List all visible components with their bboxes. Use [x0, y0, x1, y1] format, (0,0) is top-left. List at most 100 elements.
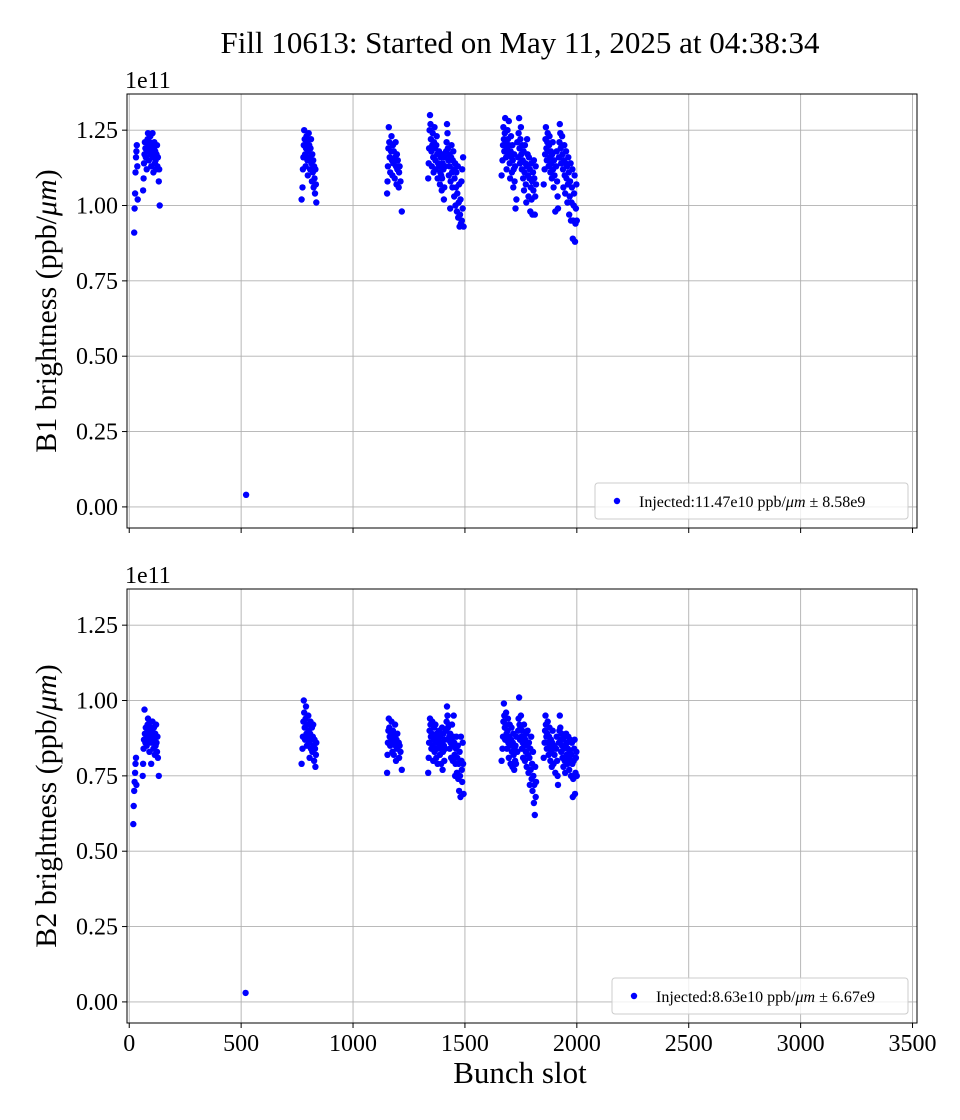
- data-point: [503, 166, 510, 173]
- panel-1: 0.00 0.25 0.50 0.75 1.00 1.25 1e11 B1 brightnes…: [30, 68, 918, 533]
- data-point: [443, 120, 451, 128]
- data-point: [431, 124, 438, 131]
- data-point: [458, 766, 465, 773]
- data-point: [134, 196, 141, 203]
- data-point: [569, 166, 576, 173]
- data-point: [131, 229, 138, 236]
- data-point: [141, 706, 148, 713]
- data-point: [312, 751, 320, 758]
- data-point: [571, 790, 579, 798]
- data-point: [425, 754, 432, 761]
- data-point: [553, 757, 561, 764]
- data-point: [453, 169, 460, 176]
- data-point: [384, 178, 391, 185]
- data-point: [442, 163, 449, 170]
- data-point: [571, 172, 578, 179]
- data-point: [525, 154, 533, 161]
- data-point: [523, 199, 530, 206]
- data-point: [530, 187, 537, 194]
- data-point: [511, 766, 518, 773]
- data-point: [562, 148, 570, 155]
- data-point: [425, 175, 432, 182]
- data-point: [438, 175, 446, 182]
- data-point: [398, 766, 405, 773]
- data-point: [532, 181, 540, 188]
- data-point: [549, 727, 556, 734]
- data-point: [531, 175, 538, 182]
- data-point: [391, 175, 398, 182]
- data-point: [550, 157, 558, 164]
- y-tick-label: 0.50: [76, 344, 118, 370]
- data-point: [499, 745, 506, 752]
- data-point: [312, 166, 319, 173]
- data-point: [439, 766, 446, 773]
- data-point: [530, 799, 538, 807]
- data-point: [153, 748, 161, 755]
- data-point: [556, 712, 563, 719]
- data-point: [527, 766, 534, 773]
- data-point: [384, 163, 392, 170]
- y-tick-label: 0.00: [76, 990, 118, 1016]
- data-point: [532, 193, 539, 200]
- data-point: [154, 754, 162, 761]
- x-tick-label: 2500: [665, 1031, 713, 1057]
- x-tick-label: 2000: [553, 1031, 601, 1057]
- legend-marker: [613, 497, 621, 505]
- data-point: [572, 754, 580, 761]
- data-point: [392, 139, 399, 146]
- data-point: [149, 130, 156, 137]
- data-point: [397, 748, 404, 755]
- data-point: [459, 205, 466, 212]
- data-point: [554, 193, 561, 200]
- data-point: [459, 778, 466, 786]
- data-point: [383, 769, 391, 776]
- data-point: [500, 700, 508, 707]
- data-point: [511, 163, 519, 170]
- data-point: [301, 127, 308, 134]
- data-point: [312, 181, 320, 188]
- data-point: [242, 491, 250, 498]
- data-point: [526, 754, 533, 761]
- data-point: [571, 736, 578, 743]
- data-point: [546, 133, 553, 140]
- data-point: [152, 721, 160, 728]
- x-tick-label: 0: [123, 1031, 135, 1057]
- data-point: [540, 754, 547, 761]
- data-point: [148, 760, 155, 767]
- data-point: [549, 151, 556, 158]
- data-point: [305, 712, 312, 719]
- y-tick-label: 0.25: [76, 420, 118, 446]
- legend-label: Injected:11.47e10 ppb/μm ± 8.58e9: [639, 494, 865, 511]
- data-point: [388, 133, 395, 140]
- data-point: [517, 124, 525, 131]
- data-point: [457, 196, 464, 203]
- legend-box: [611, 977, 909, 1015]
- data-point: [396, 163, 403, 170]
- data-point: [529, 787, 536, 795]
- data-point: [565, 154, 572, 161]
- y-offset-label: 1e11: [125, 68, 171, 94]
- legend: Injected:11.47e10 ppb/μm ± 8.58e9: [594, 482, 909, 520]
- data-point: [131, 190, 139, 197]
- data-point: [507, 133, 515, 140]
- data-point: [498, 172, 505, 179]
- data-point: [459, 154, 467, 161]
- data-point: [310, 721, 317, 728]
- data-point: [532, 793, 539, 801]
- data-point: [442, 745, 449, 752]
- data-point: [544, 718, 551, 725]
- data-point: [528, 733, 535, 740]
- data-point: [530, 772, 537, 780]
- data-point: [451, 175, 458, 182]
- data-point: [143, 166, 150, 173]
- data-point: [572, 205, 580, 212]
- data-point: [305, 130, 312, 137]
- data-point: [440, 196, 448, 203]
- data-point: [133, 781, 140, 789]
- data-point: [573, 181, 580, 188]
- data-point: [153, 739, 160, 746]
- data-point: [448, 142, 455, 149]
- axes-frame: [126, 588, 918, 1024]
- data-point: [131, 769, 139, 776]
- data-point: [525, 739, 533, 746]
